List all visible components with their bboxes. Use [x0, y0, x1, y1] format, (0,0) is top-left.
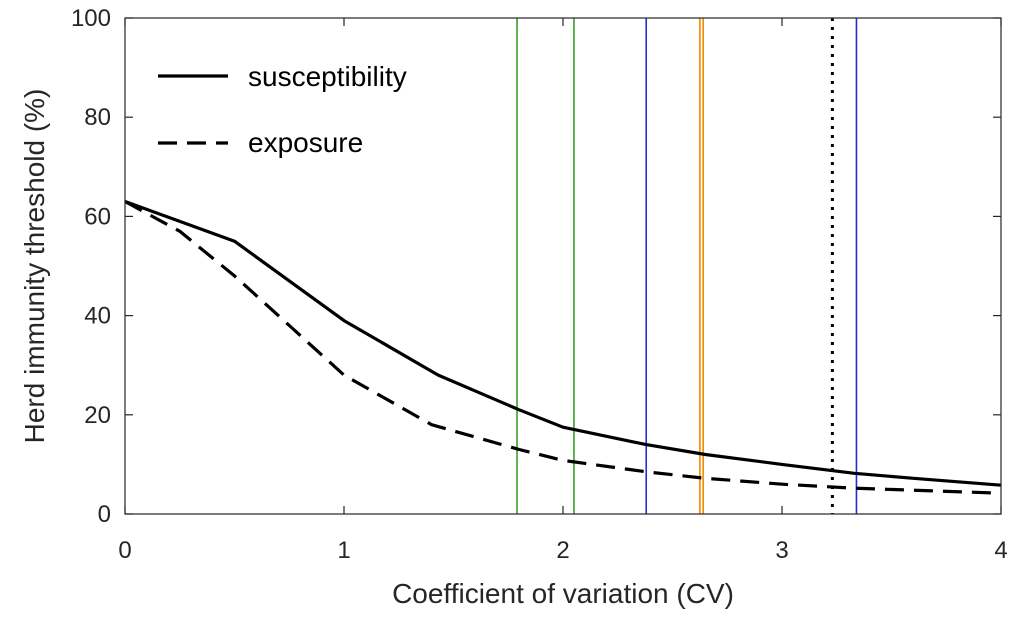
vertical-reference-lines [516, 18, 858, 514]
x-tick-label-3: 3 [775, 537, 788, 564]
series-line-exposure [124, 200, 1002, 495]
x-axis-title: Coefficient of variation (CV) [392, 578, 734, 609]
y-tick-label-0: 0 [98, 501, 111, 528]
y-tick-label-40: 40 [84, 303, 111, 330]
x-tick-label-2: 2 [556, 537, 569, 564]
y-tick-label-80: 80 [84, 104, 111, 131]
x-tick-label-4: 4 [994, 537, 1007, 564]
y-tick-label-20: 20 [84, 402, 111, 429]
series-layer [124, 199, 1002, 495]
legend: susceptibility exposure [158, 61, 407, 158]
x-tick-label-1: 1 [337, 537, 350, 564]
y-tick-label-100: 100 [71, 5, 111, 32]
y-axis-title: Herd immunity threshold (%) [19, 89, 50, 444]
legend-label-susceptibility: susceptibility [248, 61, 407, 92]
x-tick-label-0: 0 [118, 537, 131, 564]
y-tick-label-60: 60 [84, 203, 111, 230]
legend-label-exposure: exposure [248, 127, 363, 158]
series-line-susceptibility [124, 199, 1002, 487]
